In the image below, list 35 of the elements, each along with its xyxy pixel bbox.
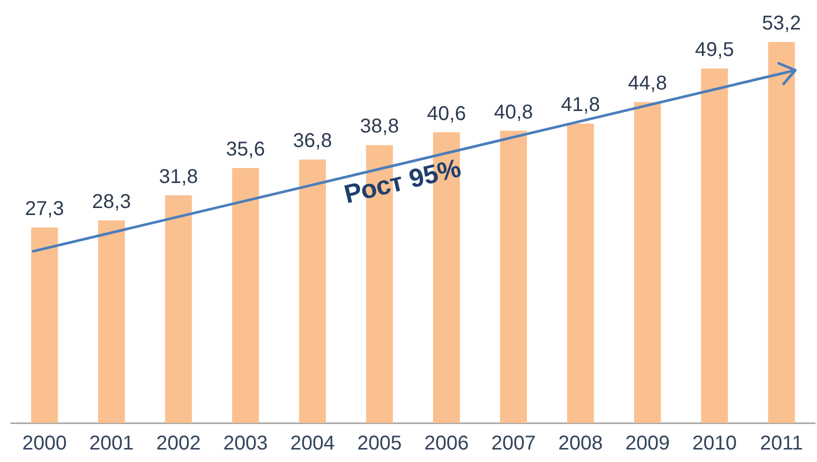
data-label: 36,8 (293, 130, 332, 152)
x-tick-label: 2000 (22, 432, 67, 455)
x-tick-label: 2003 (223, 432, 268, 455)
x-tick-label: 2010 (692, 432, 737, 455)
bar (165, 195, 192, 423)
bar (634, 102, 661, 423)
data-label: 53,2 (762, 12, 801, 35)
annotation: Рост 95% (341, 152, 464, 210)
x-tick-label: 2008 (558, 432, 603, 455)
bar (98, 220, 125, 423)
x-tick-label: 2006 (424, 432, 469, 455)
x-tick-label: 2004 (290, 432, 335, 455)
bar (500, 130, 527, 423)
data-label: 38,8 (360, 116, 399, 138)
bar (299, 159, 326, 423)
data-label: 41,8 (561, 94, 600, 116)
data-label: 40,8 (494, 101, 533, 124)
data-label: 27,3 (25, 198, 64, 220)
data-label: 40,6 (427, 102, 466, 125)
bar (31, 227, 58, 423)
bar (768, 42, 795, 423)
bar (567, 124, 594, 423)
data-label: 49,5 (695, 39, 734, 62)
x-tick-label: 2009 (625, 432, 670, 455)
x-tick-label: 2007 (491, 432, 536, 455)
x-tick-label: 2001 (89, 432, 134, 455)
data-label: 28,3 (92, 190, 131, 213)
bar (232, 168, 259, 423)
data-label: 44,8 (628, 72, 667, 95)
data-label: 31,8 (159, 166, 198, 188)
x-tick-label: 2005 (357, 432, 402, 455)
data-label: 35,6 (226, 138, 265, 161)
bar (701, 68, 728, 423)
x-tick-label: 2002 (156, 432, 201, 455)
x-tick-label: 2011 (760, 432, 804, 455)
